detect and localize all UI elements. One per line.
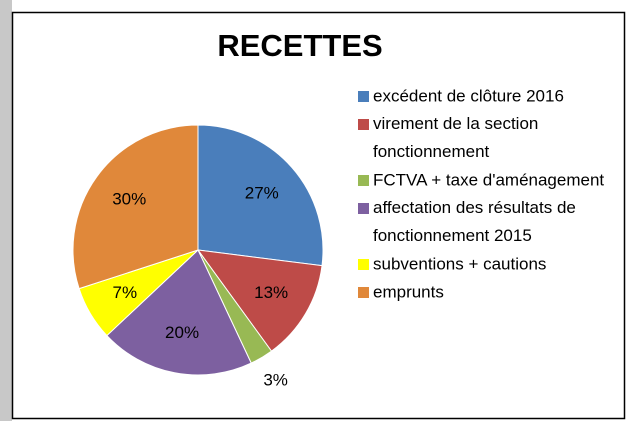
legend-swatch [358, 175, 369, 186]
legend-line: virement de la section [373, 114, 538, 133]
legend-label: excédent de clôture 2016 [373, 86, 564, 105]
legend-label: emprunts [373, 282, 444, 301]
pie-slice [196, 249, 323, 352]
legend-swatch [358, 119, 369, 130]
chart-title: RECETTES [217, 28, 382, 63]
data-label: 27% [245, 183, 279, 202]
legend-line: fonctionnement 2015 [373, 226, 532, 245]
legend-label: affectation des résultats de fonctionneme… [373, 198, 576, 245]
legend-label: subventions + cautions [373, 254, 546, 273]
legend-line: affectation des résultats de [373, 198, 576, 217]
data-label: 7% [113, 283, 138, 302]
legend-swatch [358, 91, 369, 102]
legend-swatch [358, 203, 369, 214]
pie-slice [72, 124, 199, 290]
data-label: 30% [112, 190, 146, 209]
legend-swatch [358, 287, 369, 298]
legend-label: virement de la section fonctionnement [373, 114, 538, 161]
legend-line: fonctionnement [373, 142, 490, 161]
legend-swatch [358, 259, 369, 270]
pie-slice [197, 124, 324, 267]
data-label: 13% [254, 283, 288, 302]
side-strip [0, 0, 12, 421]
pie-slice [106, 249, 252, 376]
data-label: 3% [263, 371, 288, 390]
data-label: 20% [165, 323, 199, 342]
legend-label: FCTVA + taxe d'aménagement [373, 170, 604, 189]
